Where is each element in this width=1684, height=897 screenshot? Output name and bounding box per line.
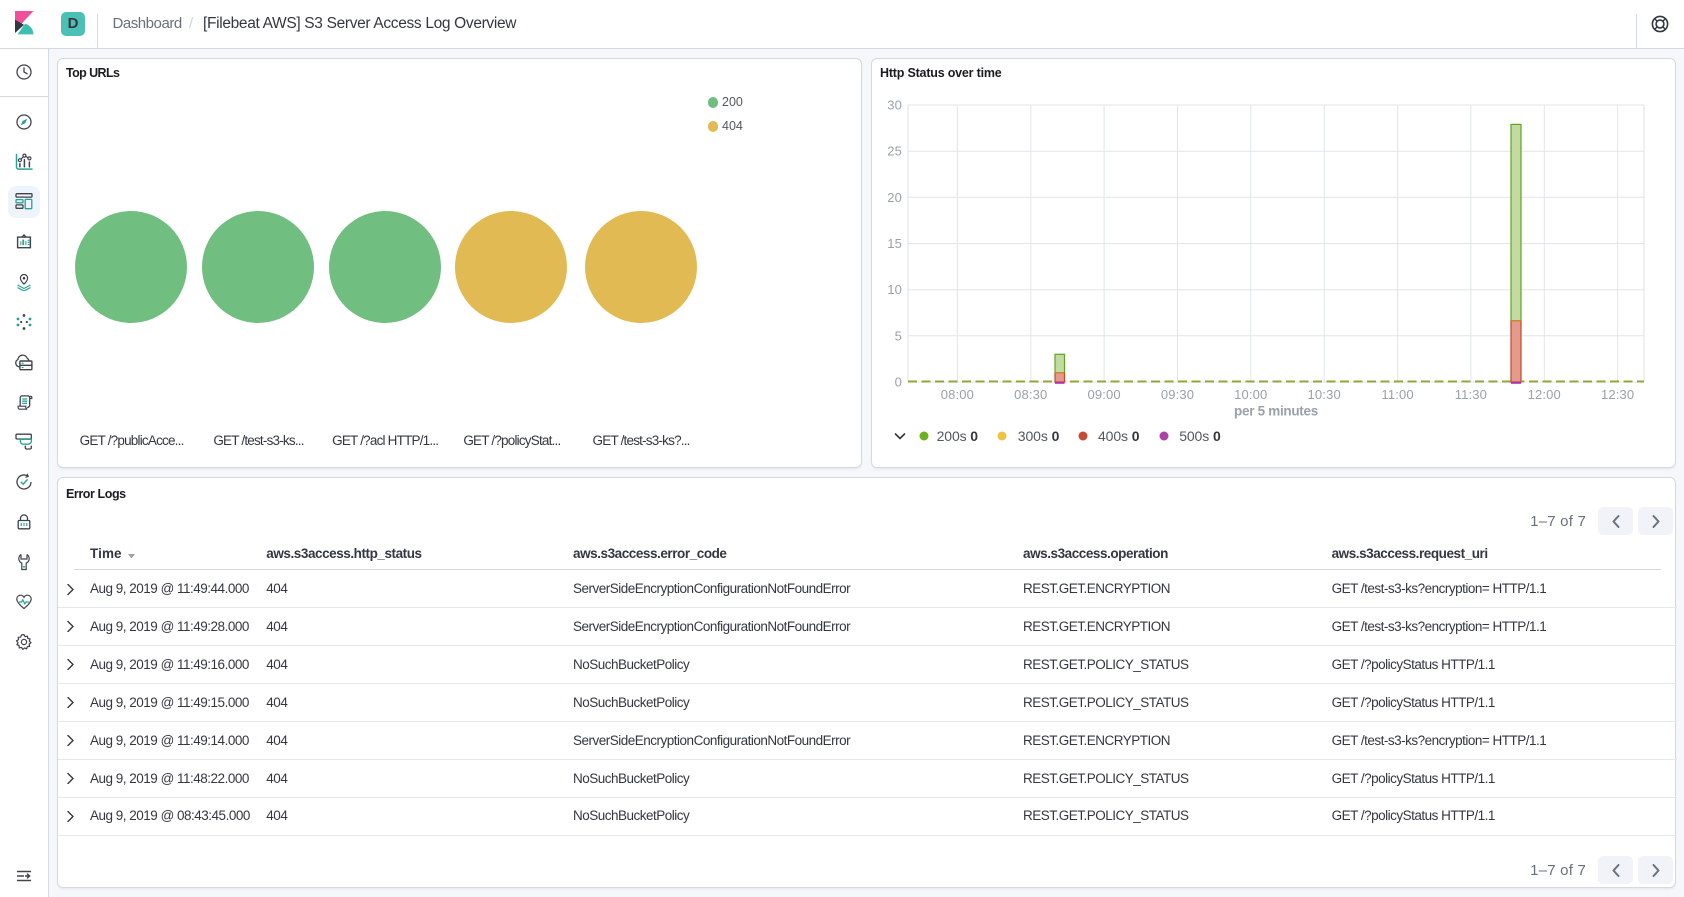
- svg-text:11:00: 11:00: [1381, 387, 1413, 402]
- svg-text:10:30: 10:30: [1308, 387, 1341, 402]
- svg-text:15: 15: [887, 236, 902, 251]
- svg-text:300s: 300s: [1018, 428, 1048, 444]
- svg-text:12:30: 12:30: [1601, 387, 1634, 402]
- svg-text:0: 0: [1213, 428, 1221, 444]
- svg-text:20: 20: [887, 190, 902, 205]
- svg-text:08:30: 08:30: [1014, 387, 1047, 402]
- svg-text:0: 0: [1132, 428, 1140, 444]
- svg-text:0: 0: [895, 375, 902, 390]
- svg-text:25: 25: [887, 144, 902, 159]
- svg-text:0: 0: [970, 428, 978, 444]
- svg-text:200s: 200s: [937, 428, 967, 444]
- svg-text:12:00: 12:00: [1528, 387, 1561, 402]
- svg-text:500s: 500s: [1179, 428, 1209, 444]
- svg-text:400s: 400s: [1098, 428, 1128, 444]
- svg-text:09:00: 09:00: [1087, 387, 1120, 402]
- svg-text:0: 0: [1052, 428, 1060, 444]
- svg-text:09:30: 09:30: [1161, 387, 1194, 402]
- svg-text:08:00: 08:00: [941, 387, 974, 402]
- svg-text:10:00: 10:00: [1234, 387, 1267, 402]
- svg-text:5: 5: [895, 328, 902, 343]
- svg-text:11:30: 11:30: [1455, 387, 1487, 402]
- svg-text:30: 30: [887, 98, 902, 113]
- svg-text:10: 10: [887, 282, 902, 297]
- svg-text:per 5 minutes: per 5 minutes: [1234, 404, 1318, 419]
